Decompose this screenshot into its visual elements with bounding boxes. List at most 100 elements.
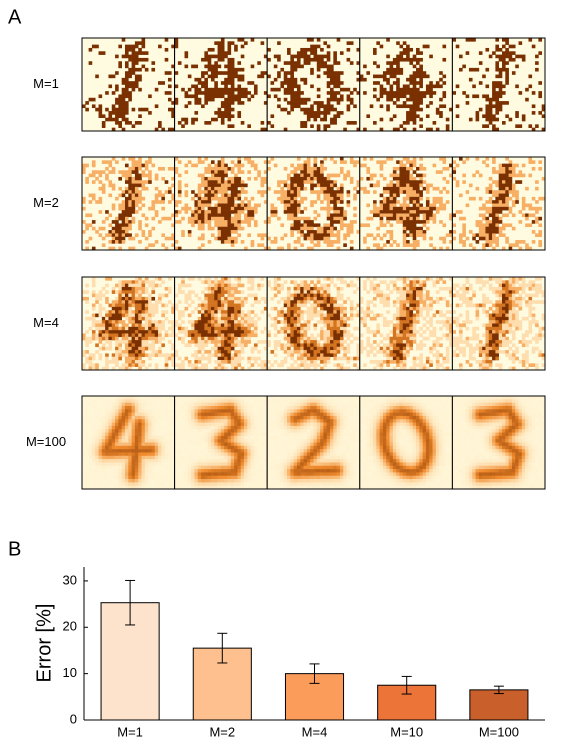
image-pixel	[505, 157, 509, 161]
image-pixel	[284, 78, 288, 82]
image-pixel	[492, 91, 496, 95]
image-pixel	[373, 207, 377, 211]
image-pixel	[416, 91, 420, 95]
image-pixel	[145, 174, 149, 178]
image-pixel	[115, 88, 119, 92]
image-pixel	[353, 290, 357, 294]
image-pixel	[287, 300, 291, 304]
image-pixel	[214, 111, 218, 115]
image-pixel	[135, 160, 139, 164]
image-pixel	[294, 310, 298, 314]
image-pixel	[466, 101, 470, 105]
image-pixel	[406, 180, 410, 184]
image-pixel	[307, 223, 311, 227]
image-pixel	[423, 71, 427, 75]
image-pixel	[386, 240, 390, 244]
image-pixel	[462, 230, 466, 234]
image-pixel	[204, 204, 208, 208]
image-pixel	[151, 287, 155, 291]
image-pixel	[221, 360, 225, 364]
image-pixel	[211, 227, 215, 231]
image-pixel	[499, 108, 503, 112]
image-pixel	[327, 75, 331, 79]
image-pixel	[323, 287, 327, 291]
image-pixel	[218, 160, 222, 164]
image-pixel	[224, 187, 228, 191]
image-pixel	[327, 350, 331, 354]
image-pixel	[208, 320, 212, 324]
image-pixel	[82, 207, 86, 211]
image-pixel	[403, 314, 407, 318]
image-pixel	[237, 98, 241, 102]
image-pixel	[118, 124, 122, 128]
image-pixel	[403, 327, 407, 331]
image-pixel	[399, 340, 403, 344]
image-pixel	[218, 287, 222, 291]
image-pixel	[85, 101, 89, 105]
image-pixel	[469, 118, 473, 122]
image-pixel	[310, 184, 314, 188]
image-pixel	[320, 353, 324, 357]
image-pixel	[221, 160, 225, 164]
image-pixel	[383, 207, 387, 211]
image-pixel	[353, 327, 357, 331]
image-pixel	[135, 304, 139, 308]
image-pixel	[138, 340, 142, 344]
image-pixel	[108, 277, 112, 281]
image-pixel	[201, 160, 205, 164]
image-pixel	[386, 207, 390, 211]
image-pixel	[214, 297, 218, 301]
image-pixel	[228, 220, 232, 224]
image-pixel	[538, 38, 542, 42]
image-pixel	[327, 98, 331, 102]
image-pixel	[317, 111, 321, 115]
image-pixel	[198, 357, 202, 361]
image-pixel	[132, 310, 136, 314]
image-pixel	[310, 363, 314, 367]
image-pixel	[218, 41, 222, 45]
image-pixel	[433, 284, 437, 288]
image-pixel	[231, 227, 235, 231]
image-pixel	[231, 101, 235, 105]
image-pixel	[495, 38, 499, 42]
image-pixel	[234, 194, 238, 198]
image-pixel	[208, 350, 212, 354]
image-pixel	[307, 340, 311, 344]
image-pixel	[228, 350, 232, 354]
image-pixel	[178, 160, 182, 164]
image-pixel	[532, 240, 536, 244]
image-pixel	[485, 233, 489, 237]
image-pixel	[194, 207, 198, 211]
image-pixel	[228, 304, 232, 308]
image-pixel	[118, 104, 122, 108]
image-pixel	[247, 277, 251, 281]
image-pixel	[135, 330, 139, 334]
image-pixel	[148, 357, 152, 361]
image-pixel	[307, 167, 311, 171]
image-pixel	[446, 300, 450, 304]
image-pixel	[492, 217, 496, 221]
image-pixel	[340, 324, 344, 328]
image-pixel	[155, 337, 159, 341]
image-pixel	[383, 233, 387, 237]
image-pixel	[492, 124, 496, 128]
image-pixel	[277, 190, 281, 194]
image-pixel	[396, 190, 400, 194]
image-pixel	[267, 333, 271, 337]
image-pixel	[409, 180, 413, 184]
image-pixel	[333, 363, 337, 367]
image-pixel	[191, 210, 195, 214]
image-pixel	[390, 85, 394, 89]
image-pixel	[390, 230, 394, 234]
image-pixel	[208, 65, 212, 69]
image-pixel	[271, 157, 275, 161]
image-pixel	[452, 170, 456, 174]
image-pixel	[409, 337, 413, 341]
image-pixel	[297, 240, 301, 244]
image-pixel	[145, 324, 149, 328]
image-pixel	[128, 304, 132, 308]
image-pixel	[151, 227, 155, 231]
image-pixel	[112, 327, 116, 331]
y-axis-label: Error [%]	[33, 604, 55, 683]
image-pixel	[307, 180, 311, 184]
